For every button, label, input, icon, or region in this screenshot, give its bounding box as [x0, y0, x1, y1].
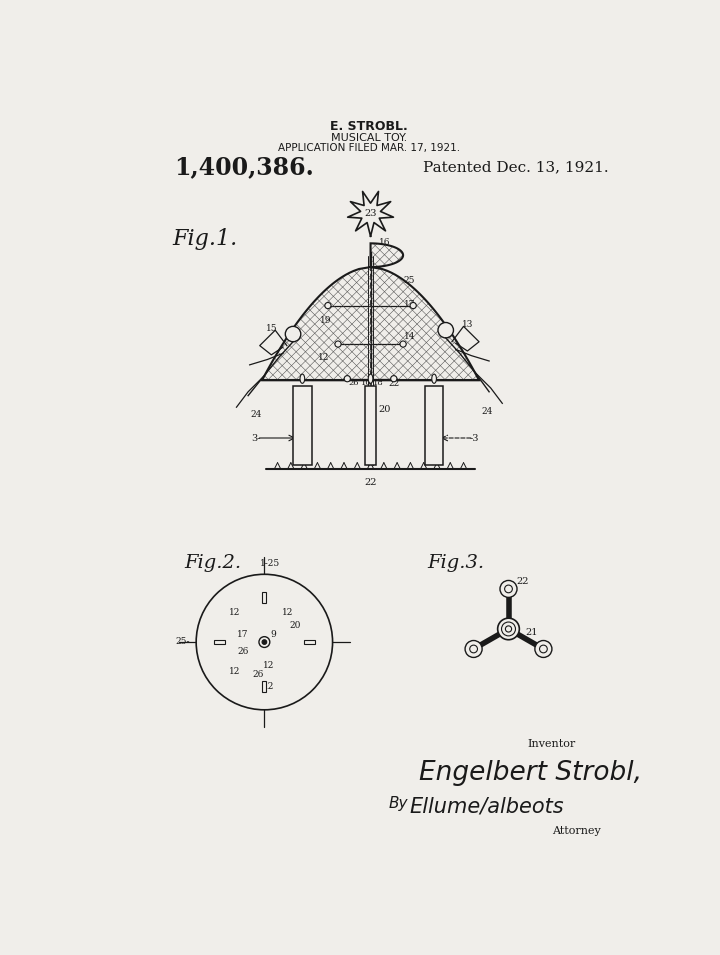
Text: 9: 9 [271, 630, 276, 639]
Circle shape [502, 622, 516, 636]
Circle shape [539, 646, 547, 653]
Text: 20: 20 [289, 621, 301, 629]
Text: 12: 12 [263, 682, 274, 691]
Text: 1-25: 1-25 [261, 559, 281, 568]
Text: Ellume/albeots: Ellume/albeots [409, 796, 564, 817]
Text: 22: 22 [516, 577, 528, 585]
Circle shape [344, 375, 351, 382]
Text: 16: 16 [379, 238, 390, 247]
Text: 3-: 3- [251, 434, 261, 442]
Text: 26: 26 [237, 647, 248, 656]
Text: APPLICATION FILED MAR. 17, 1921.: APPLICATION FILED MAR. 17, 1921. [278, 143, 460, 154]
Text: 21: 21 [428, 420, 441, 430]
Text: 24: 24 [481, 407, 492, 415]
Circle shape [505, 585, 513, 593]
Circle shape [262, 640, 266, 645]
Text: Attorney: Attorney [552, 826, 600, 836]
Text: 1,400,386.: 1,400,386. [174, 155, 313, 179]
Text: Fig.2.: Fig.2. [184, 554, 241, 572]
Text: E. STROBL.: E. STROBL. [330, 120, 408, 134]
Ellipse shape [432, 374, 436, 383]
Bar [262, 592, 266, 603]
Bar [293, 387, 312, 465]
Text: 14: 14 [403, 331, 415, 341]
Text: 18: 18 [373, 379, 384, 388]
Circle shape [469, 646, 477, 653]
Bar [214, 640, 225, 644]
Circle shape [259, 637, 270, 647]
Text: Fig.1.: Fig.1. [172, 228, 238, 250]
Ellipse shape [368, 374, 373, 383]
Text: 24: 24 [250, 411, 261, 419]
Circle shape [335, 341, 341, 347]
Bar [304, 640, 315, 644]
Text: 21: 21 [526, 628, 538, 637]
Text: 13: 13 [462, 320, 473, 329]
Text: 23: 23 [364, 208, 377, 218]
Circle shape [498, 618, 519, 640]
Text: 26: 26 [348, 379, 359, 388]
Text: 12: 12 [318, 353, 330, 362]
Text: 15: 15 [266, 324, 277, 333]
Bar [425, 387, 444, 465]
Text: 20: 20 [378, 405, 391, 414]
Circle shape [391, 375, 397, 382]
Text: Inventor: Inventor [528, 739, 576, 750]
Bar [262, 681, 266, 692]
Text: 22: 22 [388, 379, 400, 388]
Text: 21: 21 [296, 420, 309, 430]
Text: By: By [388, 796, 408, 811]
Polygon shape [262, 244, 479, 380]
Text: 25: 25 [403, 276, 415, 286]
Text: 12: 12 [229, 608, 240, 617]
Text: Patented Dec. 13, 1921.: Patented Dec. 13, 1921. [423, 159, 609, 174]
Circle shape [285, 327, 301, 342]
Circle shape [410, 303, 416, 308]
Text: 10: 10 [361, 379, 372, 388]
Circle shape [500, 581, 517, 598]
Circle shape [196, 574, 333, 710]
Circle shape [400, 341, 406, 347]
Text: MUSICAL TOY.: MUSICAL TOY. [331, 133, 407, 142]
Text: 19: 19 [320, 316, 331, 326]
Text: 12: 12 [229, 667, 240, 676]
Text: 12: 12 [263, 661, 274, 669]
Circle shape [325, 303, 331, 308]
Text: 22: 22 [364, 478, 377, 487]
Text: Engelbert Strobl,: Engelbert Strobl, [419, 760, 642, 786]
Text: -3: -3 [469, 434, 480, 442]
Text: 17: 17 [403, 300, 415, 308]
Text: 17: 17 [237, 630, 248, 639]
Text: Fig.3.: Fig.3. [427, 554, 485, 572]
Text: 26: 26 [253, 669, 264, 679]
Bar [365, 387, 376, 465]
Circle shape [535, 641, 552, 657]
Circle shape [438, 323, 454, 338]
Text: 25-: 25- [175, 637, 189, 646]
Circle shape [505, 626, 512, 632]
Ellipse shape [300, 374, 305, 383]
Circle shape [465, 641, 482, 657]
Text: 12: 12 [282, 608, 293, 617]
